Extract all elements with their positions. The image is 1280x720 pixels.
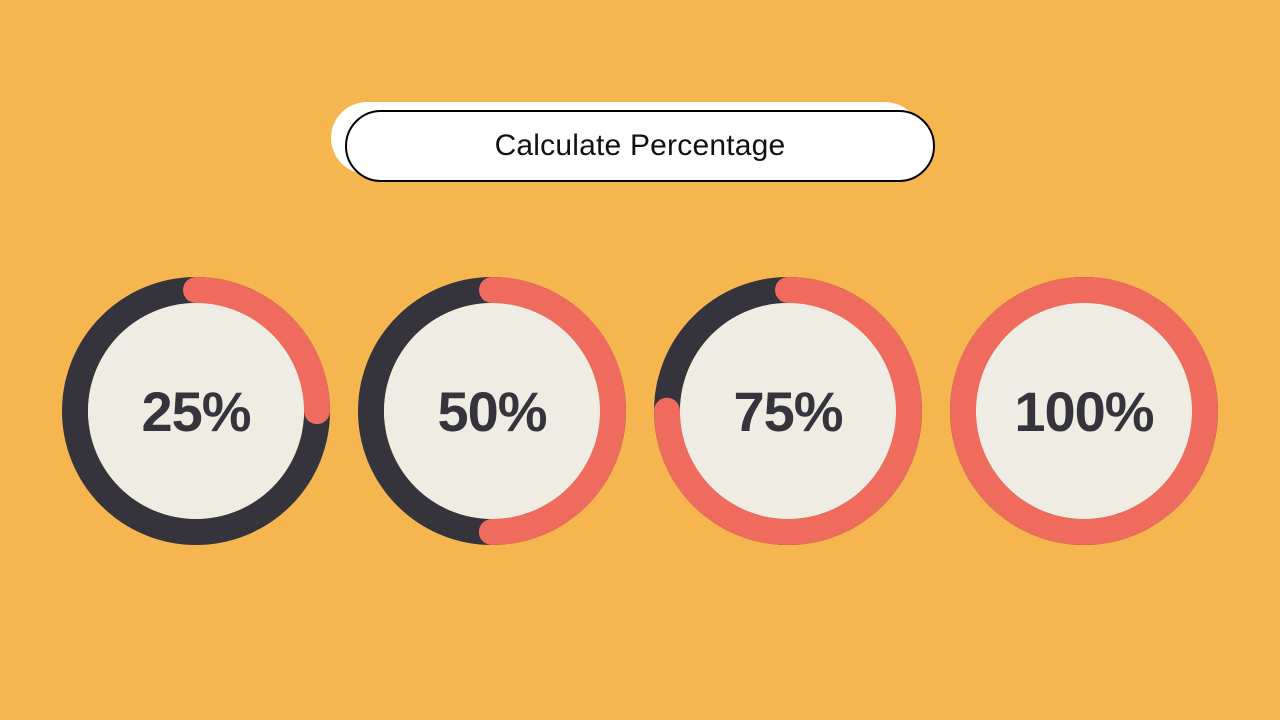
title-container: Calculate Percentage	[345, 110, 935, 182]
ring-25: 25%	[62, 277, 330, 545]
rings-row: 25% 50% 75% 100%	[0, 277, 1280, 545]
ring-inner: 25%	[88, 303, 304, 519]
percent-label: 100%	[1014, 379, 1153, 444]
title-pill: Calculate Percentage	[345, 110, 935, 182]
ring-inner: 75%	[680, 303, 896, 519]
title-text: Calculate Percentage	[495, 129, 786, 163]
percent-label: 50%	[437, 379, 546, 444]
ring-inner: 100%	[976, 303, 1192, 519]
ring-50: 50%	[358, 277, 626, 545]
percent-label: 25%	[141, 379, 250, 444]
ring-75: 75%	[654, 277, 922, 545]
ring-100: 100%	[950, 277, 1218, 545]
ring-inner: 50%	[384, 303, 600, 519]
percent-label: 75%	[733, 379, 842, 444]
